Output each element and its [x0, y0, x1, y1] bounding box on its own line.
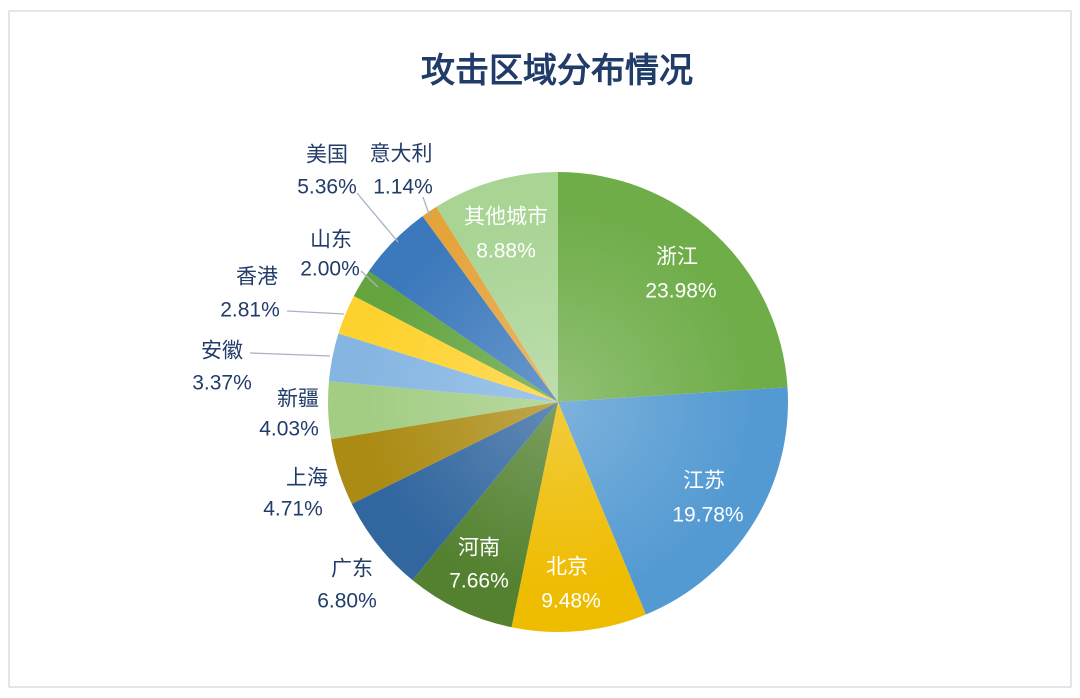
slice-name-label: 上海	[286, 467, 328, 490]
slice-name-label: 北京	[546, 556, 588, 579]
slice-value-label: 2.00%	[300, 258, 360, 281]
slice-name-label: 新疆	[277, 388, 319, 411]
slice-name-label: 意大利	[370, 143, 433, 166]
slice-name-label: 浙江	[656, 246, 698, 269]
slice-value-label: 5.36%	[297, 176, 357, 199]
slice-value-label: 4.71%	[263, 498, 323, 521]
slice-value-label: 19.78%	[672, 504, 743, 527]
chart-card: 攻击区域分布情况 浙江 23.98% 江苏 19.78% 北京 9.48% 河南 7.66% 广…	[8, 10, 1072, 688]
slice-labels: 浙江 23.98% 江苏 19.78% 北京 9.48% 河南 7.66% 广东 6.80% 上海 4…	[192, 143, 743, 613]
slice-name-label: 山东	[310, 229, 352, 252]
slice-value-label: 23.98%	[645, 280, 716, 303]
slice-name-label: 江苏	[683, 470, 725, 493]
slice-name-label: 美国	[306, 144, 348, 167]
slice-value-label: 3.37%	[192, 372, 252, 395]
slice-value-label: 8.88%	[476, 240, 536, 263]
leader-line	[422, 196, 431, 218]
leader-line	[356, 192, 399, 243]
slice-name-label: 安徽	[201, 340, 243, 363]
slice-name-label: 香港	[236, 266, 278, 289]
slice-value-label: 9.48%	[541, 590, 601, 613]
slice-name-label: 广东	[331, 558, 373, 581]
slice-name-label: 其他城市	[464, 206, 548, 229]
leader-line	[249, 352, 331, 357]
slice-name-label: 河南	[458, 537, 500, 560]
slice-value-label: 2.81%	[220, 299, 280, 322]
slice-value-label: 6.80%	[317, 590, 377, 613]
leader-lines	[249, 192, 431, 357]
leader-line	[286, 310, 345, 315]
leader-line	[360, 270, 379, 288]
slice-value-label: 1.14%	[373, 176, 433, 199]
slice-value-label: 7.66%	[449, 570, 509, 593]
chart-title: 攻击区域分布情况	[421, 52, 693, 90]
slice-value-label: 4.03%	[259, 418, 319, 441]
